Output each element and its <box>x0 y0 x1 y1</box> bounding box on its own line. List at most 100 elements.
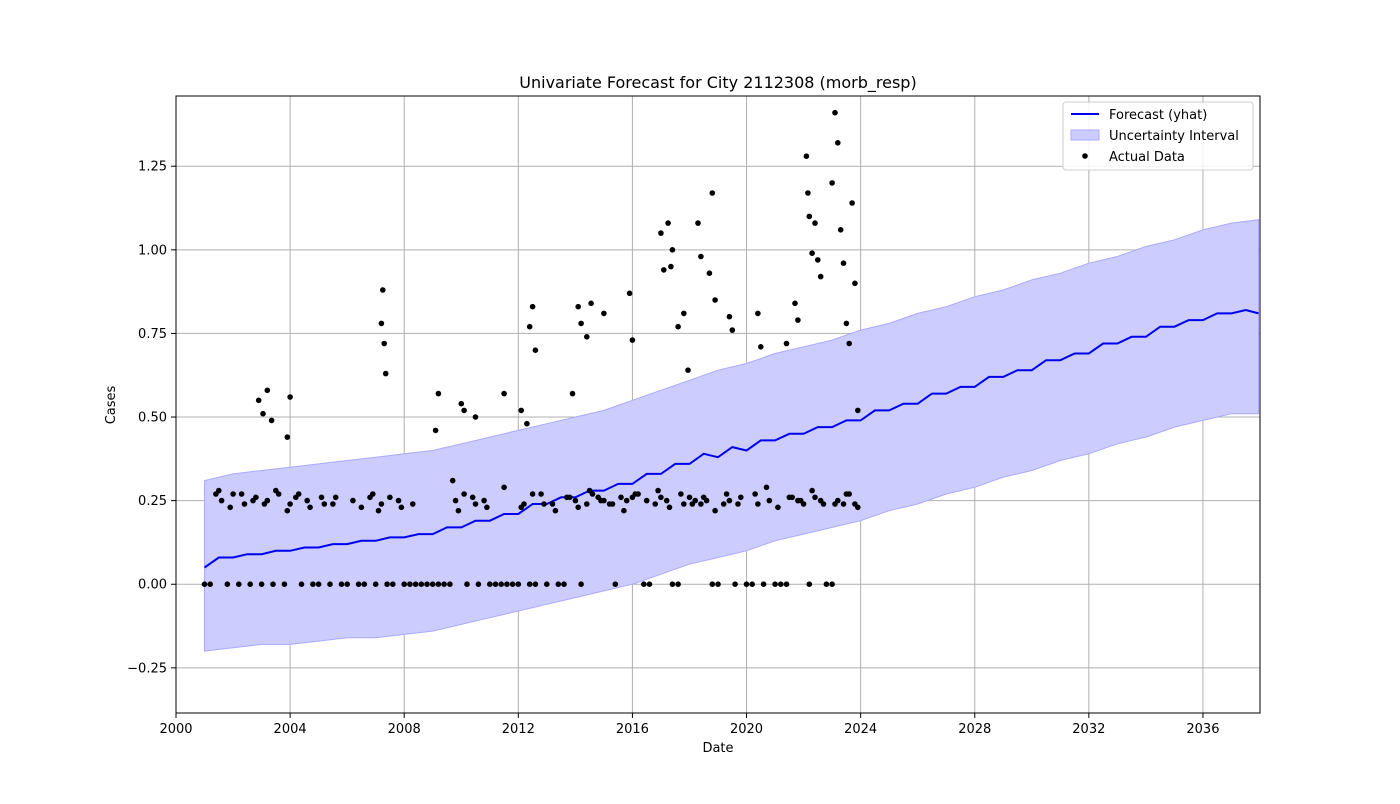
actual-data-point <box>424 581 430 587</box>
actual-data-point <box>452 497 459 504</box>
actual-data-point <box>429 581 436 587</box>
x-tick-label: 2000 <box>159 722 192 737</box>
actual-data-point <box>629 337 636 343</box>
actual-data-point <box>586 487 593 494</box>
actual-data-point <box>786 494 793 501</box>
legend: Forecast (yhat) Uncertainty Interval Act… <box>1062 101 1254 171</box>
actual-data-point <box>665 220 671 226</box>
actual-data-point <box>681 501 687 507</box>
actual-data-point <box>501 390 507 397</box>
legend-uncertainty-label: Uncertainty Interval <box>1109 129 1239 144</box>
actual-data-point <box>247 581 253 587</box>
actual-data-point <box>806 581 813 587</box>
actual-data-point <box>526 323 533 330</box>
actual-data-point <box>598 497 604 504</box>
actual-data-point <box>792 300 798 307</box>
actual-data-point <box>752 491 758 497</box>
actual-data-point <box>216 487 222 494</box>
actual-data-point <box>578 320 584 327</box>
actual-data-point <box>315 581 322 587</box>
actual-data-point <box>484 504 490 511</box>
x-tick-label: 2036 <box>1186 722 1219 737</box>
x-tick-label: 2024 <box>844 722 877 737</box>
actual-data-point <box>241 501 248 507</box>
actual-data-point <box>472 501 479 507</box>
actual-data-point <box>569 390 576 397</box>
actual-data-point <box>281 581 288 587</box>
actual-data-point <box>623 497 630 504</box>
actual-data-point <box>646 581 653 587</box>
y-tick-label: 0.75 <box>138 327 167 342</box>
actual-data-point <box>250 497 256 504</box>
actual-data-point <box>686 494 693 501</box>
actual-data-point <box>689 501 696 507</box>
actual-data-point <box>455 507 462 514</box>
actual-data-point <box>700 494 707 501</box>
actual-data-point <box>218 497 225 504</box>
actual-data-point <box>501 484 507 491</box>
actual-data-point <box>632 491 639 497</box>
actual-data-point <box>772 581 778 587</box>
actual-data-point <box>487 581 493 587</box>
actual-data-point <box>820 501 827 507</box>
actual-data-point <box>552 507 559 514</box>
actual-data-point <box>652 501 658 507</box>
actual-data-point <box>685 367 691 374</box>
actual-data-point <box>852 280 858 287</box>
actual-data-point <box>575 504 581 511</box>
actual-data-point <box>410 501 416 507</box>
actual-data-point <box>658 230 664 236</box>
actual-data-point <box>472 414 479 420</box>
actual-data-point <box>544 581 550 587</box>
actual-data-point <box>350 497 356 504</box>
y-tick-label: 0.00 <box>138 578 167 593</box>
actual-data-point <box>843 491 850 497</box>
actual-data-point <box>618 494 624 501</box>
x-axis-label: Date <box>702 741 733 756</box>
actual-data-point <box>669 581 676 587</box>
uncertainty-band <box>204 219 1260 652</box>
chart-title: Univariate Forecast for City 2112308 (mo… <box>519 73 916 93</box>
actual-data-point <box>575 303 581 310</box>
actual-data-point <box>578 581 584 587</box>
actual-data-point <box>775 504 781 511</box>
actual-data-point <box>738 494 744 501</box>
actual-data-point <box>384 581 390 587</box>
actual-data-point <box>743 581 750 587</box>
actual-data-point <box>378 501 385 507</box>
actual-data-point <box>561 581 567 587</box>
x-tick-label: 2028 <box>958 722 991 737</box>
actual-data-point <box>829 180 835 186</box>
actual-data-point <box>832 501 838 507</box>
actual-data-point <box>846 340 852 347</box>
actual-data-point <box>307 504 313 511</box>
actual-data-point <box>407 581 413 587</box>
actual-data-point <box>255 397 262 404</box>
actual-data-point <box>621 507 627 514</box>
actual-data-point <box>387 494 393 501</box>
actual-data-point <box>849 200 855 206</box>
actual-data-point <box>201 581 208 587</box>
actual-data-point <box>432 427 439 434</box>
actual-data-point <box>661 267 667 273</box>
actual-data-point <box>663 497 670 504</box>
actual-data-point <box>264 387 271 394</box>
actual-data-point <box>806 213 813 220</box>
actual-data-point <box>332 494 339 501</box>
actual-data-point <box>375 507 382 514</box>
actual-data-point <box>382 370 389 377</box>
x-tick-label: 2008 <box>388 722 421 737</box>
actual-data-point <box>238 491 245 497</box>
actual-data-point <box>720 501 727 507</box>
actual-data-point <box>273 487 279 494</box>
actual-data-point <box>675 323 681 330</box>
actual-data-point <box>655 487 661 494</box>
actual-data-point <box>823 581 830 587</box>
actual-data-point <box>260 410 266 417</box>
actual-data-point <box>236 581 242 587</box>
actual-data-point <box>532 347 539 354</box>
y-tick-label: 1.00 <box>138 243 167 258</box>
actual-data-point <box>378 320 385 327</box>
